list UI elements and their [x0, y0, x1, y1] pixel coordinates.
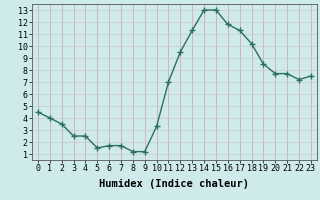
X-axis label: Humidex (Indice chaleur): Humidex (Indice chaleur) — [100, 179, 249, 189]
